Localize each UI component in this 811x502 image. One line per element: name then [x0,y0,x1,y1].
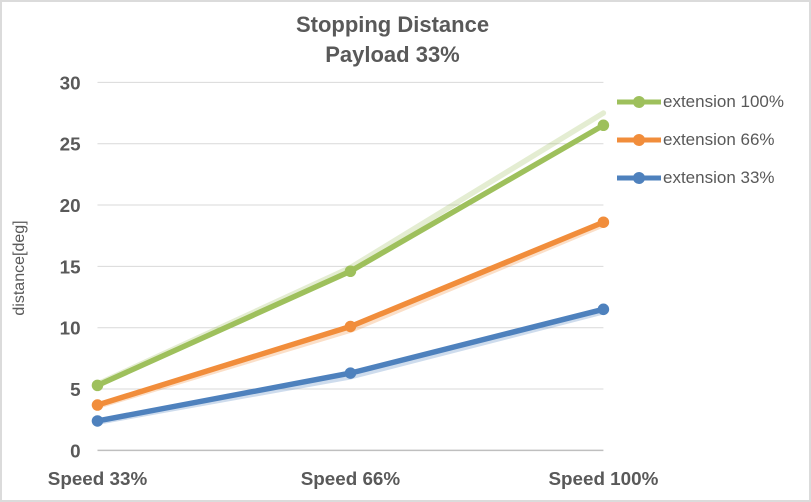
y-tick-label: 20 [60,195,81,216]
y-tick-label: 25 [60,134,81,155]
data-point-marker [91,415,104,427]
data-point-marker [597,303,610,316]
y-tick-label: 30 [60,72,81,93]
legend-marker-dot [633,96,645,108]
x-tick-label: Speed 66% [301,468,401,489]
legend-item-3: extension 33% [617,159,784,197]
x-tick-label: Speed 33% [48,468,148,489]
data-point-marker [597,216,610,228]
legend-item-2: extension 66% [617,121,784,159]
data-point-marker [91,399,104,411]
legend-marker-dot [633,134,645,146]
y-tick-label: 5 [70,379,80,400]
y-tick-label: 15 [60,256,81,277]
legend-label: extension 100% [663,92,784,111]
y-tick-label: 0 [70,440,80,461]
chart-title-line-2: Payload 33% [325,42,460,67]
legend-line-marker-icon [617,96,661,108]
legend-label: extension 33% [663,168,775,187]
data-point-marker [344,265,357,278]
legend-line-marker-icon [617,172,661,184]
legend-item-1: extension 100% [617,83,784,121]
y-tick-label: 10 [60,318,81,339]
legend-marker-dot [633,172,645,184]
data-point-marker [344,320,357,333]
data-point-marker [344,367,357,379]
chart-title-line-1: Stopping Distance [295,12,490,37]
legend-line-marker-icon [617,134,661,146]
data-point-marker [597,119,610,132]
data-point-marker [91,379,104,392]
legend: extension 100% extension 66% extension 33% [617,83,784,197]
series-shadow-line [94,110,607,387]
x-tick-label: Speed 100% [548,468,658,489]
legend-label: extension 66% [663,130,775,149]
chart-title: Stopping Distance Payload 33% [2,10,783,70]
